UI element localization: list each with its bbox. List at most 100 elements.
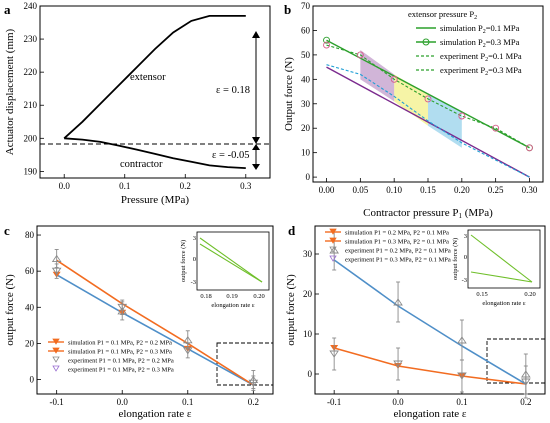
data-point [356, 51, 364, 59]
inset-line-d-1 [470, 234, 533, 283]
data-point [117, 307, 128, 315]
inset-y-tick-label: 0 [193, 256, 196, 263]
x-tick-label: 0.1 [119, 181, 130, 191]
y-ticks-b: 0 10 20 30 40 50 60 70 [301, 1, 317, 182]
y-tick-label: 60 [301, 25, 311, 35]
x-tick-label: -0.1 [50, 397, 64, 407]
data-point [182, 335, 193, 344]
plot-frame-c [36, 225, 274, 395]
x-tick-label: 0.2 [520, 397, 531, 407]
y-tick-label: 80 [25, 230, 35, 240]
y-tick-label: 30 [303, 249, 313, 259]
series-group-b [323, 36, 533, 178]
zoom-box-c [216, 342, 274, 386]
legend-item: simulation P1 = 0.1 MPa, P2 = 0.2 MPa [68, 340, 172, 347]
data-point [390, 75, 398, 83]
inset-c: 0.18 0.19 0.20 3 0 -3 elongation rate ε outpu… [180, 231, 270, 309]
panel-letter-c: c [4, 223, 10, 238]
plot-frame-a [39, 5, 271, 179]
x-tick-label: 0.0 [392, 397, 404, 407]
y-tick-label: 50 [301, 50, 311, 60]
inset-x-tick-label: 0.19 [226, 293, 237, 300]
data-point [323, 41, 330, 49]
label-extensor: extensor [130, 72, 166, 83]
inset-line-c-1 [199, 237, 263, 283]
y-tick-label: 70 [301, 1, 311, 11]
panel-b: b 0.00 0.05 0.10 0.15 0.20 0.25 0.30 0 10 20 30 40… [283, 1, 544, 220]
data-point [458, 112, 466, 120]
legend-marker [52, 347, 60, 354]
inset-x-tick-label: 0.20 [253, 293, 264, 300]
legend-item: simulation P1 = 0.2 MPa, P2 = 0.1 MPa [345, 230, 449, 237]
legend-marker [329, 246, 337, 253]
y-tick-label: 60 [25, 266, 35, 276]
label-epsilon-extensor: ε = 0.18 [216, 85, 250, 96]
legend-marker [52, 356, 60, 363]
inset-y-tick-label: -3 [191, 279, 196, 286]
inset-y-tick-label: 0 [464, 254, 467, 261]
x-tick-label: 0.25 [488, 185, 504, 195]
panel-letter-a: a [4, 2, 11, 17]
inset-d: 0.15 0.20 3 0 -3 elongation rate ε output fo… [452, 229, 541, 307]
series-line [56, 259, 254, 386]
data-point [51, 267, 62, 275]
x-ticks-a: 0.0 0.1 0.2 0.3 [59, 174, 252, 191]
panel-a: a 0.0 0.1 0.2 0.3 190 200 210 220 230 240 extens… [4, 1, 271, 206]
y-tick-label: 10 [303, 329, 313, 339]
legend-b: extensor pressure P2 simulation P2=0.1 M… [408, 9, 522, 77]
y-tick-label: 30 [301, 99, 311, 109]
legend-item-exp-01: experiment P2=0.1 MPa [440, 51, 522, 63]
x-axis-label-c: elongation rate ε [118, 408, 191, 420]
data-point [323, 36, 330, 44]
x-tick-label: 0.3 [240, 181, 252, 191]
x-tick-label: -0.1 [327, 397, 341, 407]
legend-c: simulation P1 = 0.1 MPa, P2 = 0.2 MPa sim… [48, 338, 174, 374]
legend-item: experiment P1 = 0.2 MPa, P2 = 0.1 MPa [345, 248, 451, 255]
x-axis-label-a: Pressure (MPa) [121, 194, 189, 206]
legend-title-b: extensor pressure P2 [408, 9, 477, 21]
zoom-box-d [486, 338, 546, 384]
y-axis-label-d: output force (N) [285, 274, 297, 346]
y-tick-label: 40 [301, 74, 311, 84]
series-line-contractor [64, 137, 246, 169]
inset-y-tick-label: 3 [464, 233, 467, 240]
y-tick-label: 10 [301, 148, 311, 158]
legend-item: experiment P1 = 0.1 MPa, P2 = 0.3 MPa [68, 367, 174, 374]
inset-y-tick-label: 3 [193, 235, 196, 242]
inset-line-c-2 [199, 243, 263, 283]
inset-y-tick-label: -3 [462, 277, 467, 284]
y-tick-label: 220 [24, 67, 38, 77]
x-tick-label: 0.1 [456, 397, 467, 407]
plot-frame-d [314, 225, 546, 395]
legend-item: experiment P1 = 0.3 MPa, P2 = 0.1 MPa [345, 257, 451, 264]
x-tick-label: 0.00 [319, 185, 335, 195]
data-point [329, 350, 340, 358]
y-tick-label: 20 [303, 289, 313, 299]
legend-item: simulation P1 = 0.3 MPa, P2 = 0.1 MPa [345, 239, 449, 246]
x-ticks-b: 0.00 0.05 0.10 0.15 0.20 0.25 0.30 [319, 178, 538, 195]
x-tick-label: 0.0 [59, 181, 71, 191]
legend-marker [329, 228, 337, 235]
label-contractor: contractor [120, 159, 163, 170]
arrow-heads-contractor [252, 144, 260, 170]
x-tick-label: 0.30 [522, 185, 538, 195]
series-group-a [63, 15, 246, 169]
y-axis-label-a: Actuator displacement (mm) [4, 28, 16, 155]
inset-x-label-d: elongation rate ε [482, 300, 525, 307]
data-point [393, 298, 403, 306]
y-ticks-a: 190 200 210 220 230 240 [24, 1, 44, 176]
data-point [393, 360, 403, 368]
inset-x-tick-label: 0.15 [476, 291, 487, 298]
x-axis-label-d: elongation rate ε [393, 408, 466, 420]
inset-ticks-d: 0.15 0.20 3 0 -3 [462, 233, 536, 298]
series-line [326, 44, 530, 149]
y-tick-label: 190 [24, 166, 38, 176]
legend-item: experiment P1 = 0.1 MPa, P2 = 0.2 MPa [68, 358, 174, 365]
series-group-d [329, 229, 531, 399]
data-point [51, 254, 62, 262]
legend-item-exp-03: experiment P2=0.3 MPa [440, 65, 522, 77]
inset-y-label-d: output force (N) [452, 238, 459, 280]
x-tick-label: 0.05 [352, 185, 368, 195]
